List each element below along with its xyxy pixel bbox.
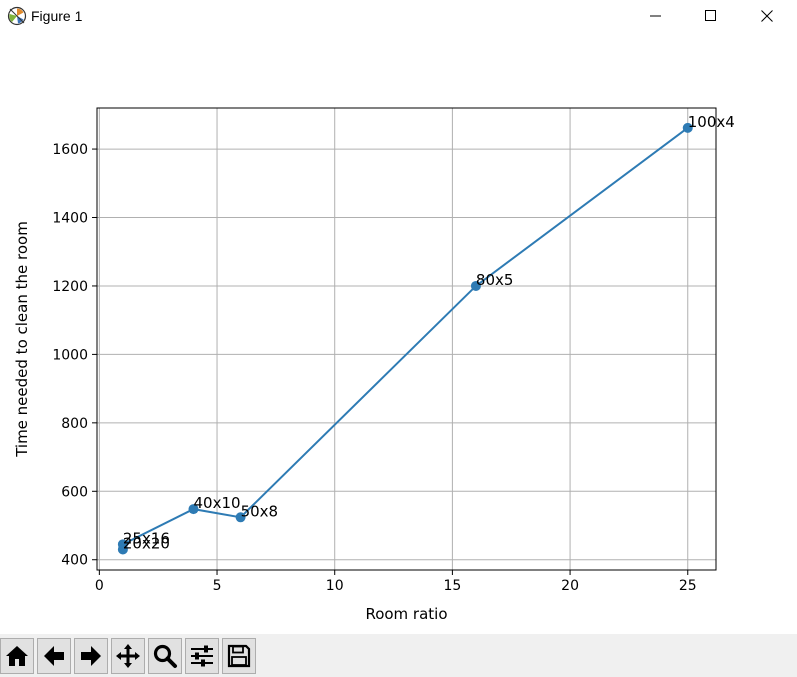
arrow-left-icon [44, 646, 64, 666]
x-tick-label: 25 [679, 578, 697, 594]
y-tick-label: 1600 [52, 142, 88, 158]
window-title: Figure 1 [31, 8, 83, 24]
subplots-button[interactable] [185, 638, 219, 674]
x-tick-label: 5 [213, 578, 222, 594]
forward-button[interactable] [74, 638, 108, 674]
floppy-disk-icon [227, 644, 251, 668]
magnifier-icon [153, 644, 177, 668]
matplotlib-icon [7, 6, 27, 26]
x-tick-label: 20 [561, 578, 579, 594]
pan-button[interactable] [111, 638, 145, 674]
figure-canvas[interactable]: 0 5 10 15 20 25 400 600 800 1000 1200 1400 1600 20x20… [0, 34, 797, 634]
back-button[interactable] [37, 638, 71, 674]
data-point [235, 512, 246, 523]
x-tick-label: 10 [326, 578, 344, 594]
point-annotation: 40x10 [193, 494, 240, 512]
point-annotation: 25x16 [123, 529, 170, 547]
minimize-icon [650, 15, 661, 17]
y-tick-label: 800 [61, 416, 88, 432]
y-tick-label: 400 [61, 553, 88, 569]
data-point [470, 280, 481, 291]
sliders-icon [191, 645, 213, 667]
x-axis-label: Room ratio [365, 605, 447, 623]
y-tick-label: 600 [61, 484, 88, 500]
y-tick-label: 1400 [52, 211, 88, 227]
maximize-icon [705, 10, 716, 21]
x-tick-label: 0 [95, 578, 104, 594]
data-point [188, 504, 199, 515]
move-icon [116, 644, 140, 668]
y-tick-label: 1000 [52, 347, 88, 363]
arrow-right-icon [81, 646, 101, 666]
close-icon [761, 10, 773, 22]
data-point [117, 539, 128, 550]
axes-frame [96, 107, 717, 571]
minimize-button[interactable] [633, 0, 679, 32]
x-tick-label: 15 [443, 578, 461, 594]
point-annotation: 20x20 [123, 534, 170, 552]
y-tick-label: 1200 [52, 279, 88, 295]
maximize-button[interactable] [688, 0, 734, 32]
point-annotation: 100x4 [688, 113, 735, 131]
data-point [682, 122, 693, 133]
y-axis-label: Time needed to clean the room [13, 221, 31, 458]
line-chart: 0 5 10 15 20 25 400 600 800 1000 1200 1400 1600 20x20… [13, 107, 735, 623]
home-icon [6, 646, 28, 666]
home-button[interactable] [0, 638, 34, 674]
point-annotation: 50x8 [241, 502, 279, 520]
point-annotation: 80x5 [476, 271, 514, 289]
series-line [121, 127, 689, 550]
zoom-button[interactable] [148, 638, 182, 674]
save-button[interactable] [222, 638, 256, 674]
close-button[interactable] [744, 0, 790, 32]
navigation-toolbar [0, 634, 797, 677]
title-bar: Figure 1 [0, 0, 797, 33]
